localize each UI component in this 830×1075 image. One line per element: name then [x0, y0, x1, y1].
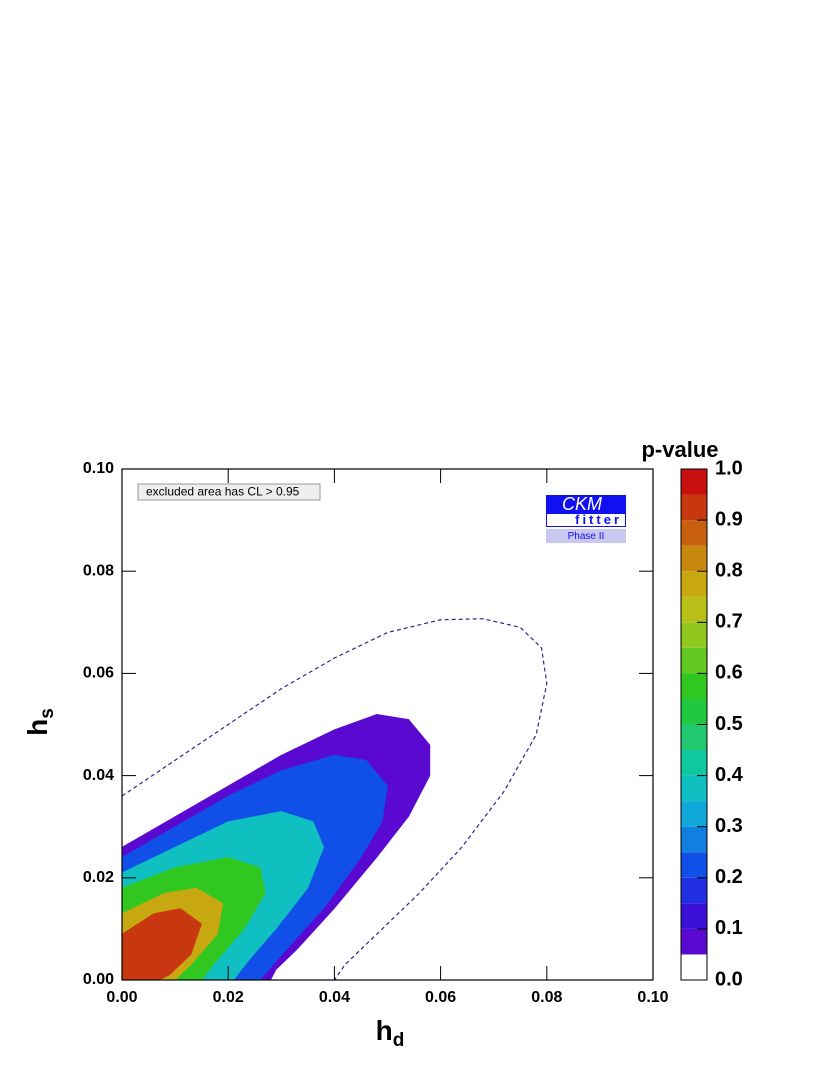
y-tick-label: 0.02	[83, 869, 114, 886]
colorbar-bin	[681, 622, 707, 648]
colorbar-title: p-value	[641, 437, 718, 462]
plot-frame	[121, 468, 654, 981]
colorbar-tick-label: 0.1	[715, 917, 743, 939]
colorbar-bin	[681, 903, 707, 929]
logo-sub-box	[546, 513, 626, 527]
annotation-box	[137, 483, 321, 501]
logo-sub: fitter	[575, 512, 622, 527]
contour-layer	[122, 618, 548, 980]
colorbar-bin	[681, 673, 707, 699]
colorbar-bin	[681, 545, 707, 572]
x-tick-label: 0.02	[213, 989, 244, 1006]
colorbar-bin	[681, 647, 707, 674]
colorbar-bin	[681, 775, 707, 802]
x-axis-label: hd	[376, 1015, 405, 1051]
colorbar-bin	[681, 826, 707, 853]
colorbar-bin	[681, 520, 707, 546]
colorbar-bin	[681, 494, 707, 521]
x-label-main: h	[376, 1015, 393, 1046]
colorbar-bin	[681, 750, 707, 776]
colorbar-tick-label: 0.8	[715, 559, 743, 581]
colorbar-bin	[681, 469, 707, 495]
colorbar-bin	[681, 596, 707, 623]
x-tick-label: 0.10	[637, 989, 668, 1006]
y-tick-label: 0.08	[83, 562, 114, 579]
colorbar-bin	[681, 724, 707, 751]
colorbar-bin	[681, 698, 707, 725]
colorbar-tick-label: 0.9	[715, 508, 743, 530]
logo-main: CKM	[562, 494, 602, 514]
x-tick-label: 0.06	[425, 989, 456, 1006]
y-tick-label: 0.06	[83, 665, 114, 682]
y-tick-label: 0.10	[83, 460, 114, 477]
colorbar-tick-label: 0.4	[715, 764, 744, 786]
y-label-sub: s	[37, 708, 58, 719]
y-tick-label: 0.04	[83, 767, 114, 784]
colorbar-tick-label: 0.6	[715, 662, 743, 684]
colorbar-bin	[681, 801, 707, 827]
colorbar-bin	[681, 954, 707, 980]
y-label-main: h	[22, 719, 53, 736]
y-axis-label: hs	[22, 708, 58, 736]
colorbar-tick-label: 0.5	[715, 713, 743, 735]
colorbar-tick-label: 0.7	[715, 611, 743, 633]
colorbar-tick-label: 0.3	[715, 815, 743, 837]
annotation: excluded area has CL > 0.95	[146, 485, 300, 499]
colorbar-tick-label: 1.0	[715, 457, 743, 479]
colorbar-bin	[681, 877, 707, 904]
x-tick-label: 0.08	[531, 989, 562, 1006]
y-tick-label: 0.00	[83, 971, 114, 988]
colorbar-bin	[681, 928, 707, 955]
colorbar-tick-label: 0.2	[715, 866, 743, 888]
dashed-contour	[122, 618, 548, 980]
colorbar-bin	[681, 852, 707, 878]
x-tick-label: 0.04	[319, 989, 350, 1006]
logo-main-box	[546, 495, 626, 513]
x-tick-label: 0.00	[106, 989, 137, 1006]
colorbar-tick-label: 0.0	[715, 968, 743, 990]
contour-fill	[122, 908, 202, 980]
logo-phase-box	[546, 529, 626, 543]
colorbar-bin	[681, 571, 707, 597]
x-label-sub: d	[393, 1030, 405, 1051]
logo-phase: Phase II	[568, 531, 605, 542]
